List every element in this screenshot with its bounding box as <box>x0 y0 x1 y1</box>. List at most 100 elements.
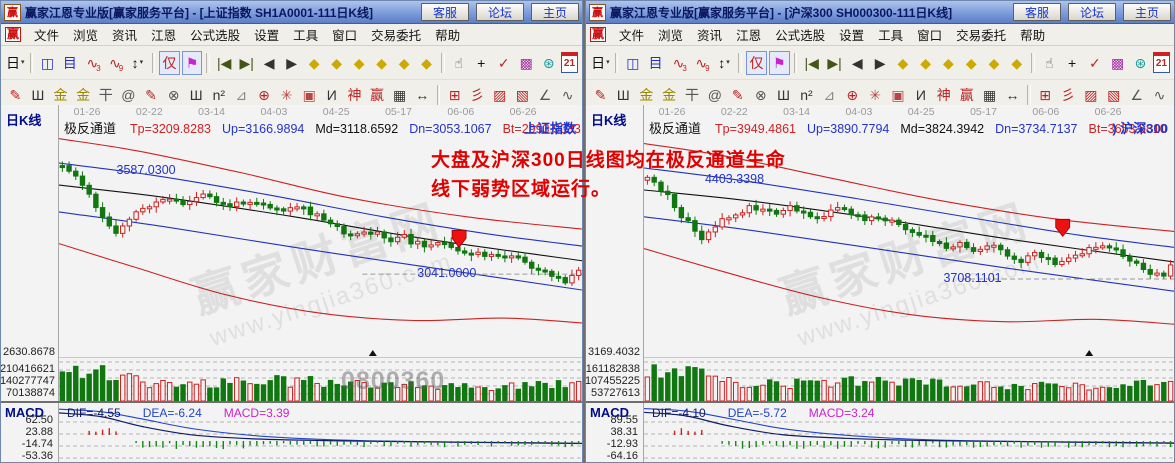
square-of-nine-icon[interactable]: n² <box>212 87 226 103</box>
channel-overlay-icon[interactable]: 仅 <box>159 50 180 75</box>
calendar-icon[interactable]: 21 <box>560 52 579 73</box>
trend-angle-icon[interactable]: ∠ <box>1130 87 1143 103</box>
homepage-button[interactable]: 主页 <box>1123 3 1171 21</box>
shen-tool-icon[interactable]: 神 <box>347 87 362 103</box>
wave-9-icon[interactable]: ∿ 9 <box>695 54 710 73</box>
chart-plot[interactable]: 01-26 02-22 03-14 04-03 04-25 05-17 06-06 06-26… <box>59 105 582 462</box>
next-bar-icon[interactable]: ▶ <box>874 54 886 71</box>
shaded-grid-icon[interactable]: ▨ <box>493 87 507 103</box>
gann-box-icon[interactable]: ⊞ <box>1039 87 1051 103</box>
next-bar-icon[interactable]: ▶ <box>286 54 298 71</box>
percent-grid-icon[interactable]: 干 <box>685 87 699 103</box>
span-measure-icon[interactable]: ↔ <box>415 87 430 103</box>
radial-web-icon[interactable]: ✳ <box>869 87 881 103</box>
menu-file[interactable]: 文件 <box>34 28 60 43</box>
gann-target-icon[interactable]: ◆ <box>1011 54 1023 71</box>
customer-service-button[interactable]: 客服 <box>421 3 469 21</box>
gann-wheel-icon[interactable]: ⊗ <box>167 87 180 103</box>
menu-tools[interactable]: 工具 <box>878 28 904 43</box>
homepage-button[interactable]: 主页 <box>531 3 579 21</box>
menu-window[interactable]: 窗口 <box>917 28 943 43</box>
angle-brush-icon[interactable]: ✎ <box>731 87 744 103</box>
spiral-tool-icon[interactable]: @ <box>707 87 722 103</box>
wave-count-icon[interactable]: И <box>915 87 926 103</box>
gann-arrow-left-icon[interactable]: ◆ <box>897 54 909 71</box>
menu-settings[interactable]: 设置 <box>839 28 865 43</box>
span-measure-icon[interactable]: ↔ <box>1005 87 1020 103</box>
shen-tool-icon[interactable]: 神 <box>936 87 951 103</box>
golden-section-icon[interactable]: 金 <box>53 87 68 103</box>
go-first-bar-icon[interactable]: |◀ <box>804 54 819 71</box>
customer-service-button[interactable]: 客服 <box>1013 3 1061 21</box>
gann-star-icon[interactable]: ◆ <box>398 54 410 71</box>
color-flag-icon[interactable]: ⚑ <box>768 50 790 75</box>
prev-bar-icon[interactable]: ◀ <box>851 54 863 71</box>
radial-web-icon[interactable]: ✳ <box>280 87 293 103</box>
gann-cross-icon[interactable]: ◆ <box>376 54 387 71</box>
prev-bar-icon[interactable]: ◀ <box>263 54 275 71</box>
menu-help[interactable]: 帮助 <box>435 28 461 43</box>
angle-brush-icon[interactable]: ✎ <box>145 87 157 103</box>
gann-arrow-right-icon[interactable]: ◆ <box>331 54 343 71</box>
info-panel-icon[interactable]: 目 <box>648 54 663 71</box>
hatch-box-icon[interactable]: ▧ <box>515 87 530 103</box>
trend-angle-icon[interactable]: ∠ <box>538 87 552 103</box>
polyline-tool-icon[interactable]: ✓ <box>497 54 510 71</box>
golden-section-icon[interactable]: 金 <box>639 87 654 103</box>
forum-button[interactable]: 论坛 <box>476 3 524 21</box>
golden-price-icon[interactable]: 金 <box>76 87 91 103</box>
gann-arrow-left-icon[interactable]: ◆ <box>308 54 320 71</box>
hatch-box-icon[interactable]: ▧ <box>1107 87 1121 103</box>
menu-formula-stock-pick[interactable]: 公式选股 <box>775 28 826 43</box>
angle-tool-icon[interactable]: ⊿ <box>235 87 248 103</box>
time-comb-icon[interactable]: Ш <box>616 87 630 103</box>
color-flag-icon[interactable]: ⚑ <box>181 50 203 75</box>
menu-formula-stock-pick[interactable]: 公式选股 <box>190 28 241 43</box>
gann-cross-icon[interactable]: ◆ <box>965 54 977 71</box>
titlebar[interactable]: 赢 赢家江恩专业版[赢家服务平台] - [上证指数 SH1A0001-111日K… <box>1 1 582 24</box>
gann-grid-icon[interactable]: ▩ <box>1110 54 1125 71</box>
menu-browse[interactable]: 浏览 <box>658 28 684 43</box>
square-of-nine-icon[interactable]: n² <box>800 87 813 103</box>
hand-tool-icon[interactable]: ☝ <box>1045 54 1054 71</box>
channel-overlay-icon[interactable]: 仅 <box>746 50 767 75</box>
gann-star-icon[interactable]: ◆ <box>988 54 1000 71</box>
gann-expand-icon[interactable]: ◆ <box>353 54 365 71</box>
chart-plot[interactable]: 01-26 02-22 03-14 04-03 04-25 05-17 06-06 06-26… <box>644 105 1174 462</box>
gann-box-icon[interactable]: ⊞ <box>448 87 461 103</box>
scale-mode-icon[interactable]: ↕ ▾ <box>131 54 144 71</box>
crosshair-tool-icon[interactable]: + <box>1067 54 1077 71</box>
forum-button[interactable]: 论坛 <box>1068 3 1116 21</box>
go-last-bar-icon[interactable]: ▶| <box>827 54 842 71</box>
fan-lines-icon[interactable]: 彡 <box>1060 87 1075 103</box>
wave-3-icon[interactable]: ∿ 3 <box>86 54 101 73</box>
info-panel-icon[interactable]: 目 <box>62 54 77 71</box>
menu-file[interactable]: 文件 <box>619 28 645 43</box>
gann-arrow-right-icon[interactable]: ◆ <box>920 54 932 71</box>
win-tool-icon[interactable]: 赢 <box>370 87 385 103</box>
menu-news[interactable]: 资讯 <box>112 28 138 43</box>
menu-trade-order[interactable]: 交易委托 <box>371 28 422 43</box>
scale-mode-icon[interactable]: ↕ ▾ <box>718 54 730 71</box>
gann-wheel-icon[interactable]: ⊗ <box>754 87 767 103</box>
golden-price-icon[interactable]: 金 <box>662 87 677 103</box>
menu-gann[interactable]: 江恩 <box>736 28 762 43</box>
period-day-icon[interactable]: 日 ▾ <box>591 54 610 71</box>
gann-grid-icon[interactable]: ▩ <box>519 54 533 71</box>
shaded-grid-icon[interactable]: ▨ <box>1084 87 1098 103</box>
sine-tool-icon[interactable]: ∿ <box>561 87 574 103</box>
gann-expand-icon[interactable]: ◆ <box>943 54 954 71</box>
menu-tools[interactable]: 工具 <box>293 28 319 43</box>
calendar-icon[interactable]: 21 <box>1152 52 1171 73</box>
circle-target-icon[interactable]: ⊕ <box>258 87 270 103</box>
menu-trade-order[interactable]: 交易委托 <box>956 28 1007 43</box>
crosshair-tool-icon[interactable]: + <box>477 54 486 71</box>
go-first-bar-icon[interactable]: |◀ <box>217 54 232 71</box>
polyline-tool-icon[interactable]: ✓ <box>1088 54 1101 71</box>
menu-help[interactable]: 帮助 <box>1020 28 1046 43</box>
cycle-comb-icon[interactable]: Ш <box>777 87 790 103</box>
wave-brain-icon[interactable]: ⊛ <box>542 54 555 71</box>
go-last-bar-icon[interactable]: ▶| <box>239 54 254 71</box>
number-grid-icon[interactable]: ▦ <box>393 87 407 103</box>
sine-tool-icon[interactable]: ∿ <box>1153 87 1166 103</box>
